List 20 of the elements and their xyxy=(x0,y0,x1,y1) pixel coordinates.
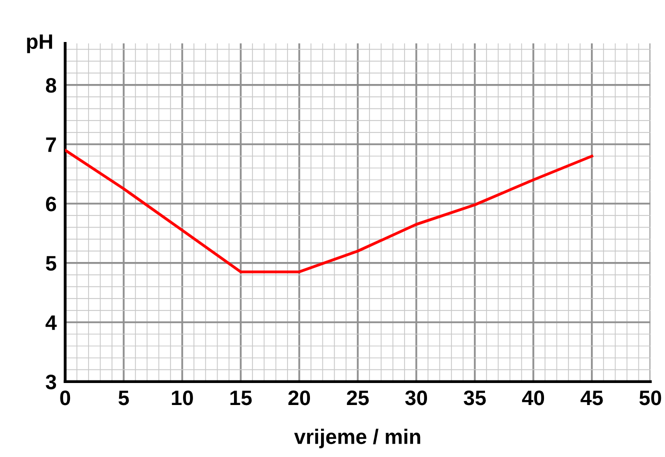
y-tick-label: 7 xyxy=(46,137,56,152)
x-tick-label: 30 xyxy=(405,390,428,406)
x-axis-title: vrijeme / min xyxy=(294,428,420,448)
x-tick-label: 10 xyxy=(172,390,193,406)
y-tick-label: 3 xyxy=(46,374,56,390)
y-tick-label: 6 xyxy=(46,196,56,212)
y-axis-title: pH xyxy=(27,34,52,54)
line-series xyxy=(65,148,594,274)
x-tick-label: 0 xyxy=(60,390,70,406)
y-tick-label: 8 xyxy=(46,78,56,93)
y-tick-label: 4 xyxy=(46,315,57,330)
x-tick-label: 50 xyxy=(639,390,662,406)
y-tick-label: 5 xyxy=(46,256,56,271)
x-tick-label: 15 xyxy=(230,390,252,406)
x-tick-label: 40 xyxy=(522,390,544,406)
x-tick-label: 45 xyxy=(580,390,603,406)
x-tick-label: 35 xyxy=(464,390,486,406)
x-tick-label: 20 xyxy=(288,390,310,406)
x-tick-label: 5 xyxy=(118,390,129,406)
x-tick-label: 25 xyxy=(346,390,369,406)
